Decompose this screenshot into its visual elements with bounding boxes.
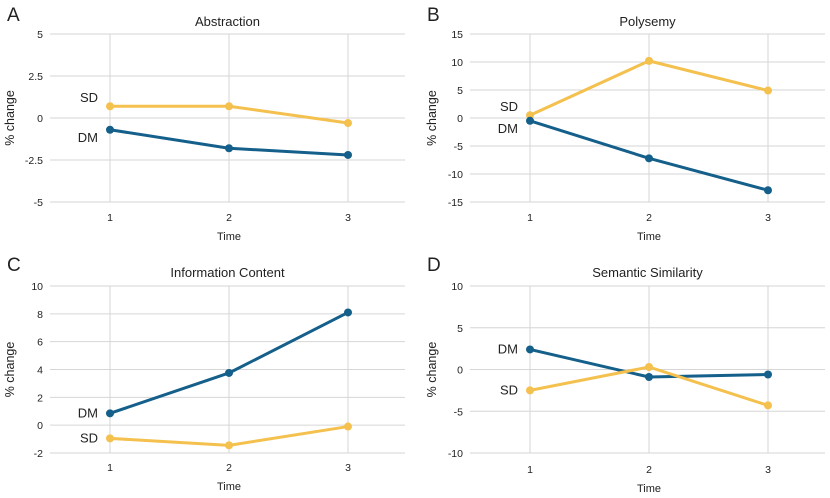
- panel-title: Abstraction: [195, 14, 260, 29]
- data-point-dm: [344, 150, 352, 159]
- data-point-sd: [344, 119, 352, 128]
- series-label-sd: SD: [80, 430, 98, 445]
- y-tick-label: 15: [451, 29, 463, 41]
- data-point-sd: [526, 111, 534, 120]
- y-axis-label: % change: [425, 342, 439, 398]
- x-tick-label: 1: [527, 464, 533, 476]
- y-tick-label: 10: [451, 57, 463, 69]
- y-tick-label: 10: [31, 281, 43, 293]
- panel-title: Semantic Similarity: [592, 265, 703, 280]
- x-axis-label: Time: [637, 231, 661, 243]
- x-tick-label: 1: [107, 212, 113, 224]
- x-axis-label: Time: [217, 481, 241, 493]
- series-label-sd: SD: [80, 90, 98, 105]
- y-tick-label: 0: [457, 113, 463, 125]
- x-tick-label: 1: [527, 212, 533, 224]
- y-axis-label: % change: [425, 90, 439, 146]
- data-point-dm: [764, 186, 772, 195]
- y-tick-label: -2.5: [25, 155, 43, 167]
- panel-b: B Polysemy -15 -10 -5 0 5 10 15 1 2 3 Time % change SD…: [425, 5, 825, 243]
- y-tick-label: 5: [37, 29, 43, 41]
- data-point-sd: [106, 102, 114, 111]
- y-tick-label: 0: [457, 365, 463, 377]
- y-tick-label: 4: [37, 365, 43, 377]
- data-point-sd: [225, 441, 233, 450]
- x-axis-label: Time: [217, 231, 241, 243]
- data-point-sd: [764, 86, 772, 95]
- data-point-dm: [344, 308, 352, 317]
- series-label-dm: DM: [78, 405, 98, 420]
- x-tick-label: 2: [226, 462, 232, 474]
- y-tick-label: -2: [34, 448, 43, 460]
- data-point-sd: [764, 401, 772, 410]
- panel-a: A Abstraction -5 -2.5 0 2.5 5 1 2 3 Time % change SD…: [3, 5, 405, 243]
- y-tick-label: 2: [37, 392, 43, 404]
- y-tick-label: 0: [37, 113, 43, 125]
- data-point-dm: [225, 368, 233, 377]
- series-label-sd: SD: [500, 99, 518, 114]
- y-tick-label: 2.5: [28, 71, 43, 83]
- x-tick-label: 2: [646, 212, 652, 224]
- panel-letter: C: [7, 255, 21, 276]
- panel-letter: A: [7, 5, 20, 26]
- data-point-dm: [106, 125, 114, 134]
- series-label-dm: DM: [498, 341, 518, 356]
- data-point-dm: [225, 144, 233, 153]
- x-tick-label: 3: [765, 212, 771, 224]
- y-tick-label: -5: [454, 406, 463, 418]
- data-point-sd: [645, 362, 653, 371]
- y-tick-label: 0: [37, 420, 43, 432]
- panel-letter: D: [427, 255, 441, 276]
- x-tick-label: 2: [226, 212, 232, 224]
- y-tick-label: 5: [457, 323, 463, 335]
- data-point-sd: [344, 422, 352, 431]
- y-tick-label: -5: [454, 141, 463, 153]
- x-axis-label: Time: [637, 483, 661, 495]
- y-tick-label: -10: [448, 169, 463, 181]
- data-point-sd: [225, 102, 233, 111]
- data-point-dm: [645, 154, 653, 163]
- panel-letter: B: [427, 5, 440, 26]
- panel-title: Information Content: [170, 265, 285, 280]
- series-label-sd: SD: [500, 382, 518, 397]
- y-axis-label: % change: [3, 90, 17, 146]
- data-point-dm: [526, 345, 534, 354]
- y-tick-label: 5: [457, 85, 463, 97]
- y-tick-label: 8: [37, 309, 43, 321]
- series-label-dm: DM: [498, 121, 518, 136]
- data-point-sd: [526, 386, 534, 395]
- panel-title: Polysemy: [619, 14, 676, 29]
- series-label-dm: DM: [78, 130, 98, 145]
- x-tick-label: 3: [345, 462, 351, 474]
- data-point-dm: [106, 409, 114, 418]
- data-point-dm: [764, 370, 772, 379]
- y-tick-label: 6: [37, 337, 43, 349]
- y-tick-label: -10: [448, 448, 463, 460]
- y-tick-label: -15: [448, 197, 463, 209]
- data-point-dm: [645, 373, 653, 382]
- y-axis-label: % change: [3, 342, 17, 398]
- x-tick-label: 3: [345, 212, 351, 224]
- data-point-dm: [526, 116, 534, 125]
- panel-d: D Semantic Similarity -10 -5 0 5 10 1 2 3 Time % ch…: [425, 255, 825, 495]
- data-point-sd: [645, 56, 653, 65]
- y-tick-label: -5: [34, 197, 43, 209]
- x-tick-label: 3: [765, 464, 771, 476]
- x-tick-label: 2: [646, 464, 652, 476]
- data-point-sd: [106, 434, 114, 443]
- y-tick-label: 10: [451, 281, 463, 293]
- x-tick-label: 1: [107, 462, 113, 474]
